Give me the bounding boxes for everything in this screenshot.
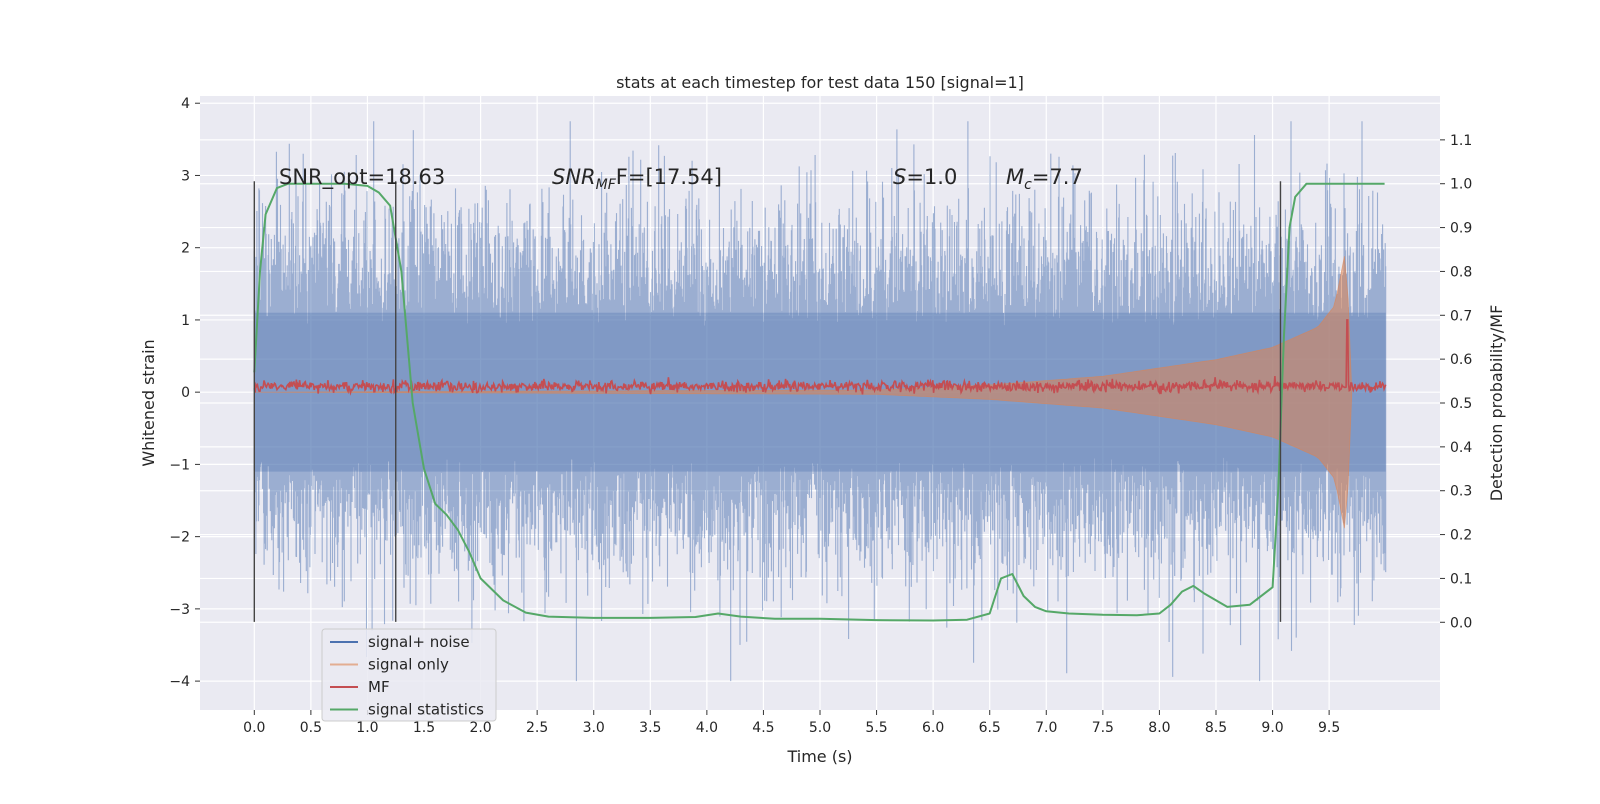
y-tick-label: −2 (169, 530, 190, 546)
x-tick-label: 8.5 (1205, 720, 1227, 736)
legend-label: signal+ noise (368, 633, 470, 651)
y-right-tick-label: 0.1 (1450, 571, 1472, 587)
y-right-tick-label: 0.2 (1450, 528, 1472, 544)
y-right-tick-label: 0.5 (1450, 396, 1472, 412)
annotation-s: S=1.0 (893, 165, 957, 189)
annotation-s-value: =1.0 (906, 165, 957, 189)
chart-title: stats at each timestep for test data 150… (616, 73, 1024, 92)
y-right-tick-label: 0.8 (1450, 264, 1472, 280)
signal-statistics-line (253, 182, 1385, 622)
y-right-tick-label: 0.9 (1450, 221, 1472, 237)
annotation-mc-label: M (1006, 165, 1024, 189)
y-tick-label: −1 (169, 457, 190, 473)
legend-label: MF (368, 678, 390, 696)
y-right-tick-label: 0.0 (1450, 615, 1472, 631)
y-right-tick-label: 0.3 (1450, 484, 1472, 500)
x-tick-label: 1.5 (413, 720, 435, 736)
x-tick-label: 8.0 (1148, 720, 1170, 736)
y-right-tick-label: 0.7 (1450, 308, 1472, 324)
legend-items: signal+ noise signal only MF signal statist… (330, 633, 484, 719)
x-axis-label: Time (s) (786, 747, 852, 766)
annotation-mc-sub: c (1024, 177, 1032, 193)
vertical-markers (253, 181, 1282, 622)
x-tick-label: 5.0 (809, 720, 831, 736)
x-tick-label: 0.0 (243, 720, 265, 736)
x-tick-label: 6.0 (922, 720, 944, 736)
legend: signal+ noise signal only MF signal statist… (321, 628, 497, 722)
tick-labels: 0.0 0.5 1.0 1.5 2.0 2.5 3.0 3.5 4.0 4.5 5.0 5.5 6.0 6… (169, 96, 1472, 736)
legend-label: signal only (368, 656, 449, 674)
mf-series (253, 319, 1387, 396)
x-tick-label: 4.5 (752, 720, 774, 736)
y-tick-label: 1 (181, 313, 190, 329)
x-tick-label: 1.0 (356, 720, 378, 736)
legend-box (321, 628, 497, 722)
x-tick-label: 5.5 (865, 720, 887, 736)
y-tick-label: −4 (169, 674, 190, 690)
y-right-tick-label: 1.1 (1450, 133, 1472, 149)
x-tick-label: 9.0 (1261, 720, 1283, 736)
annotation-snr-mf-label: SNR (552, 165, 596, 189)
y-tick-label: 3 (181, 168, 190, 184)
x-tick-label: 3.5 (639, 720, 661, 736)
annotation-snr-mf-sub: MF (596, 177, 617, 193)
legend-label: signal statistics (368, 701, 484, 719)
x-tick-label: 7.5 (1092, 720, 1114, 736)
y-tick-label: 0 (181, 385, 190, 401)
y-tick-label: 2 (181, 241, 190, 257)
y-right-tick-label: 0.4 (1450, 440, 1472, 456)
y-tick-label: −3 (169, 602, 190, 618)
y-right-tick-label: 0.6 (1450, 352, 1472, 368)
annotation-snr-mf-value: F=[17.54] (616, 165, 722, 189)
x-tick-label: 4.0 (696, 720, 718, 736)
y-tick-label: 4 (181, 96, 190, 112)
x-tick-label: 7.0 (1035, 720, 1057, 736)
mf-line (253, 319, 1387, 396)
signal-statistics-series (253, 182, 1385, 622)
annotation-s-label: S (893, 165, 906, 189)
annotation-snr-mf: SNRMFF=[17.54] (552, 165, 722, 193)
x-tick-label: 9.5 (1318, 720, 1340, 736)
x-tick-label: 2.5 (526, 720, 548, 736)
signal-only-line (254, 256, 1353, 529)
signal-only-series (254, 256, 1353, 529)
annotation-snr-opt: SNR_opt=18.63 (279, 165, 445, 190)
annotation-mc-value: =7.7 (1032, 165, 1083, 189)
x-tick-label: 0.5 (300, 720, 322, 736)
x-tick-label: 3.0 (583, 720, 605, 736)
y-right-tick-label: 1.0 (1450, 177, 1472, 193)
x-tick-label: 2.0 (469, 720, 491, 736)
y-axis-label: Whitened strain (139, 339, 158, 466)
annotation-mc: Mc=7.7 (1006, 165, 1083, 193)
y-right-axis-label: Detection probability/MF (1487, 305, 1506, 502)
x-tick-label: 6.5 (979, 720, 1001, 736)
